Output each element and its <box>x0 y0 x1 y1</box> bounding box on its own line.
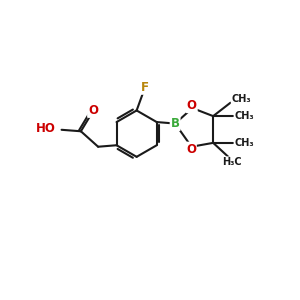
Text: CH₃: CH₃ <box>235 138 254 148</box>
Text: CH₃: CH₃ <box>235 111 254 121</box>
Text: F: F <box>141 81 149 94</box>
Text: O: O <box>186 142 196 156</box>
Text: O: O <box>187 99 197 112</box>
Text: B: B <box>171 117 180 130</box>
Text: CH₃: CH₃ <box>232 94 251 104</box>
Text: O: O <box>88 104 98 117</box>
Text: HO: HO <box>36 122 56 135</box>
Text: H₃C: H₃C <box>222 157 242 167</box>
